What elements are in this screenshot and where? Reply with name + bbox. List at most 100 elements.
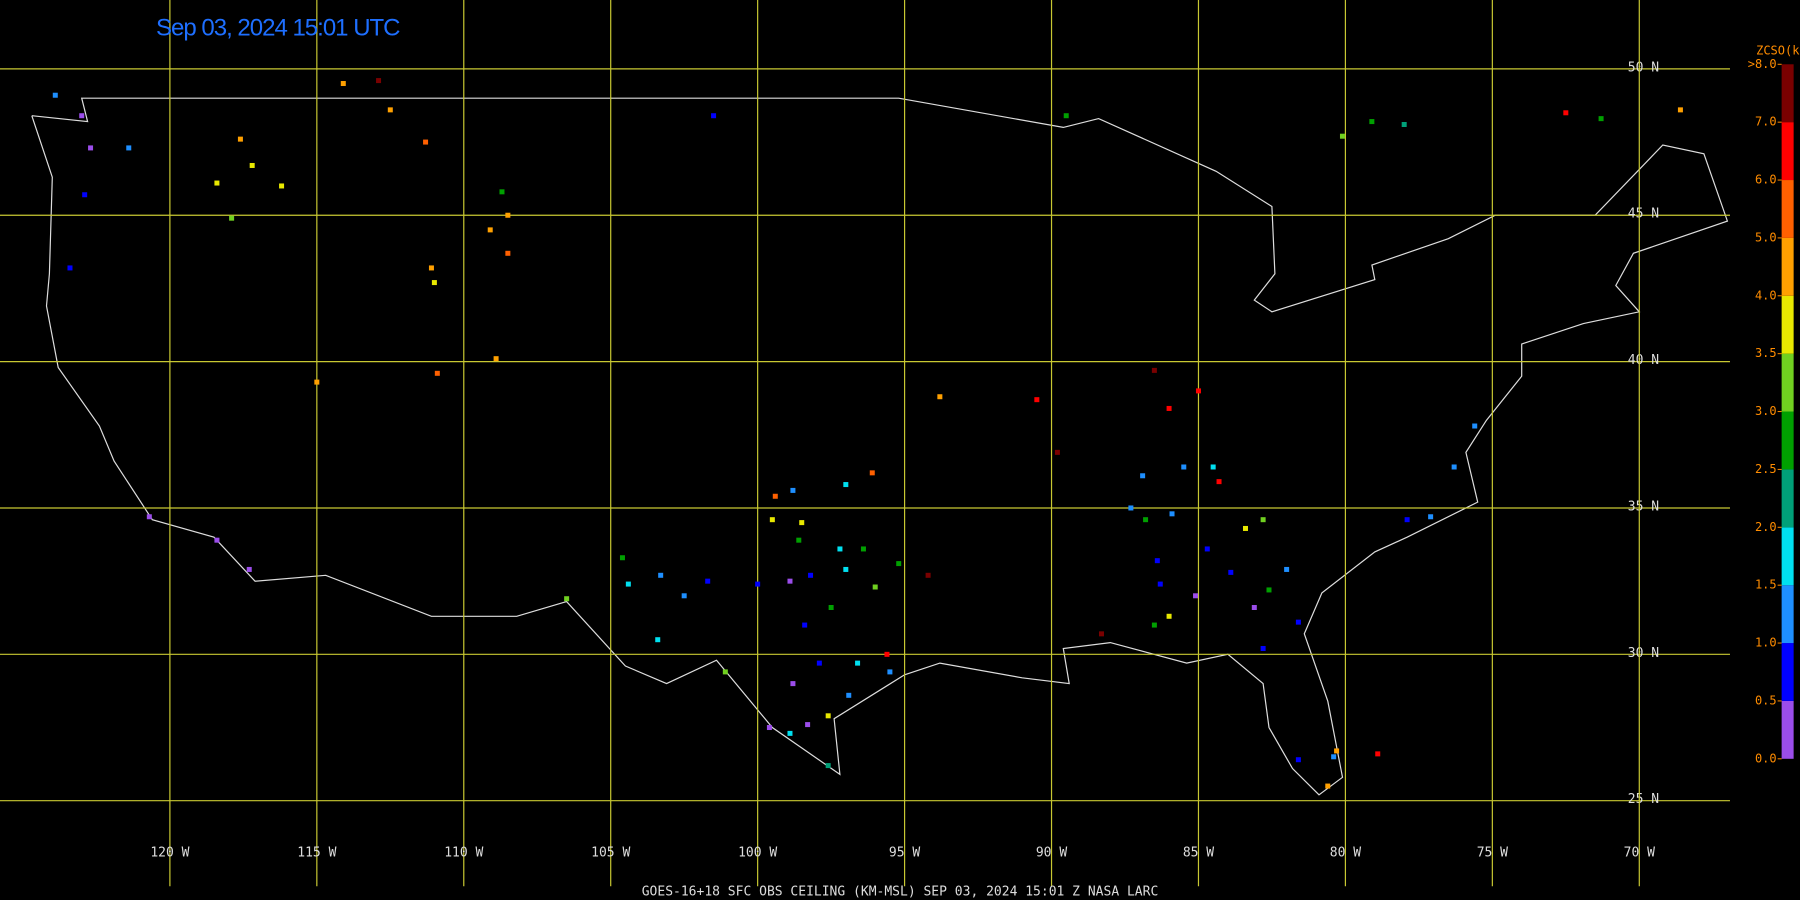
colorbar-label: 3.0: [1755, 404, 1777, 418]
station-obs: [279, 183, 285, 189]
station-obs: [787, 578, 793, 584]
colorbar-segment: [1781, 237, 1794, 296]
lat-label: 50 N: [1628, 60, 1659, 75]
station-obs: [431, 280, 437, 286]
station-obs: [937, 394, 943, 400]
station-obs: [1140, 473, 1146, 479]
station-obs: [805, 722, 811, 728]
station-obs: [1195, 388, 1201, 394]
station-obs: [340, 81, 346, 87]
lon-label: 120 W: [150, 845, 189, 860]
station-obs: [681, 593, 687, 599]
colorbar-label: 2.5: [1755, 462, 1777, 476]
station-obs: [755, 581, 761, 587]
station-obs: [1181, 464, 1187, 470]
station-obs: [1375, 751, 1381, 757]
station-obs: [896, 561, 902, 567]
station-obs: [887, 669, 893, 675]
colorbar-label: 3.5: [1755, 346, 1777, 360]
lon-label: 110 W: [444, 845, 483, 860]
station-obs: [658, 572, 664, 578]
station-obs: [816, 660, 822, 666]
colorbar-segment: [1781, 353, 1794, 412]
station-obs: [1451, 464, 1457, 470]
lat-label: 40 N: [1628, 353, 1659, 368]
station-obs: [1334, 748, 1340, 754]
station-obs: [214, 180, 220, 186]
footer: GOES-16+18 SFC OBS CEILING (KM-MSL) SEP …: [642, 885, 1159, 900]
colorbar-label: 6.0: [1755, 173, 1777, 187]
station-obs: [246, 566, 252, 572]
colorbar-segment: [1781, 180, 1794, 238]
station-obs: [1054, 449, 1060, 455]
station-obs: [825, 763, 831, 769]
lat-label: 35 N: [1628, 499, 1659, 514]
colorbar-label: 5.0: [1755, 230, 1777, 244]
station-obs: [722, 669, 728, 675]
station-obs: [619, 555, 625, 561]
station-obs: [1295, 619, 1301, 625]
station-obs: [1098, 631, 1104, 637]
station-obs: [1266, 587, 1272, 593]
station-obs: [1166, 405, 1172, 411]
colorbar-title: ZCSO(km): [1756, 44, 1800, 58]
station-obs: [1260, 517, 1266, 523]
graticule: 50 N 45 N 40 N 35 N 30 N 25 N 120 W 115 W 110 W 1…: [0, 0, 1730, 887]
station-obs: [376, 78, 382, 84]
station-obs: [1404, 517, 1410, 523]
colorbar-segment: [1781, 469, 1794, 528]
station-obs: [505, 212, 511, 218]
station-obs: [237, 136, 243, 142]
station-obs: [1151, 622, 1157, 628]
station-obs: [825, 713, 831, 719]
station-obs: [52, 92, 58, 98]
station-obs: [843, 566, 849, 572]
station-obs: [655, 637, 661, 643]
station-obs: [772, 493, 778, 499]
station-obs: [802, 622, 808, 628]
station-obs: [1325, 783, 1331, 789]
station-obs: [711, 113, 717, 119]
colorbar-label: 0.5: [1755, 693, 1777, 707]
station-obs: [1151, 367, 1157, 373]
map-title: Sep 03, 2024 15:01 UTC: [156, 14, 400, 41]
station-obs: [1339, 133, 1345, 139]
station-obs: [1563, 110, 1569, 116]
station-obs: [1210, 464, 1216, 470]
colorbar-segment: [1781, 700, 1794, 759]
station-obs: [869, 470, 875, 476]
colorbar-segment: [1781, 411, 1794, 470]
lat-label: 45 N: [1628, 207, 1659, 222]
station-obs: [249, 162, 255, 168]
lon-label: 100 W: [738, 845, 777, 860]
station-obs: [434, 370, 440, 376]
station-obs: [796, 537, 802, 543]
station-obs: [1242, 525, 1248, 531]
lon-label: 75 W: [1477, 845, 1508, 860]
station-obs: [387, 107, 393, 113]
colorbar-segment: [1781, 122, 1794, 181]
station-obs: [1472, 423, 1478, 429]
station-obs: [1284, 566, 1290, 572]
station-obs: [769, 517, 775, 523]
station-obs: [1166, 613, 1172, 619]
lon-label: 115 W: [297, 845, 336, 860]
station-obs: [564, 596, 570, 602]
station-obs: [1369, 119, 1375, 125]
station-obs: [423, 139, 429, 145]
station-obs: [925, 572, 931, 578]
station-obs: [505, 250, 511, 256]
station-obs: [872, 584, 878, 590]
station-obs: [837, 546, 843, 552]
station-obs: [1157, 581, 1163, 587]
station-obs: [1677, 107, 1683, 113]
lon-label: 80 W: [1330, 845, 1361, 860]
colorbar-segment: [1781, 643, 1794, 701]
station-obs: [1193, 593, 1199, 599]
station-obs: [214, 537, 220, 543]
colorbar-label: >8.0: [1748, 57, 1777, 71]
station-obs: [314, 379, 320, 385]
colorbar-label: 2.0: [1755, 520, 1777, 534]
